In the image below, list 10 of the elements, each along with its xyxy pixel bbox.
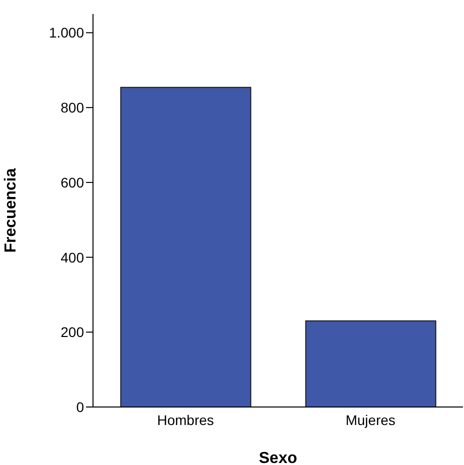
y-axis-title: Frecuencia [2,168,20,253]
y-tick-label: 400 [60,249,84,266]
y-tick-label: 200 [60,324,84,340]
x-axis-title: Sexo [258,450,298,465]
x-tick-label: Hombres [157,412,214,428]
y-tick-label: 1.000 [48,24,84,41]
y-tick-label: 0 [76,398,84,415]
y-tick-label: 600 [60,174,84,190]
y-tick-label: 800 [60,100,84,116]
x-tick-label: Mujeres [346,412,396,428]
